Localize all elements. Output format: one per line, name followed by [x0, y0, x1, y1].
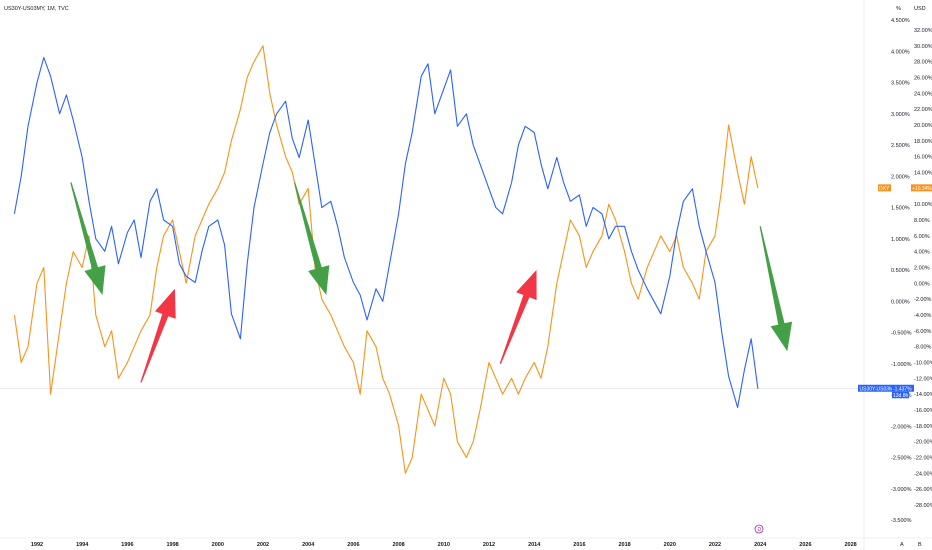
time-axis[interactable]: 1992 1994 1996 1998 2000 2002 2004 2006 2008 2010…: [31, 542, 857, 548]
time-axis-tick-label: 2018: [618, 542, 630, 548]
right-axis-tick-label: 22.00%: [914, 107, 932, 113]
annotation-arrows: [70, 182, 793, 383]
green-arrow: [759, 226, 793, 352]
left-axis-tick-label: 2.500%: [891, 143, 910, 149]
dxy-line: [13, 45, 759, 474]
right-axis-tick-label: -2.00%: [914, 297, 932, 303]
time-axis-tick-label: 2028: [844, 542, 856, 548]
percent-label: %: [896, 6, 901, 12]
left-axis-tick-label: 0.000%: [891, 299, 910, 305]
right-axis-tick-label: 2.00%: [914, 266, 930, 272]
left-axis-tick-label: 1.000%: [891, 237, 910, 243]
left-axis-tick-label: 3.500%: [891, 81, 910, 87]
time-axis-tick-label: 2010: [438, 542, 450, 548]
right-percent-axis[interactable]: 32.00% 30.00% 28.00% 26.00% 24.00% 22.00% 20.0…: [914, 28, 932, 509]
right-axis-tick-label: 24.00%: [914, 91, 932, 97]
right-axis-tick-label: 8.00%: [914, 218, 930, 224]
left-axis-tick-label: 4.500%: [891, 18, 910, 24]
last-value-badges: US30Y-US03MY-1.437%13d 8h DXY +10.34%: [858, 184, 932, 399]
right-axis-tick-label: 32.00%: [914, 28, 932, 34]
symbol-label[interactable]: US30Y-US03MY, 1M, TVC: [4, 6, 69, 12]
right-axis-tick-label: 0.00%: [914, 281, 930, 287]
dxy-value-badge: [911, 184, 932, 192]
right-axis-tick-label: 30.00%: [914, 44, 932, 50]
green-arrow: [294, 182, 330, 295]
right-axis-tick-label: 16.00%: [914, 155, 932, 161]
time-axis-tick-label: 2008: [392, 542, 404, 548]
left-axis-tick-label: 4.000%: [891, 49, 910, 55]
time-axis-tick-label: 1998: [166, 542, 178, 548]
red-arrow: [140, 288, 176, 383]
left-axis-tick-label: -0.500%: [891, 331, 912, 337]
right-axis-tick-label: -16.00%: [914, 408, 932, 414]
dxy-name-badge-text: DXY: [879, 186, 890, 192]
right-axis-tick-label: -14.00%: [914, 392, 932, 398]
time-zone-icon[interactable]: A: [900, 542, 904, 548]
right-axis-tick-label: -22.00%: [914, 456, 932, 462]
left-axis-tick-label: 1.500%: [891, 206, 910, 212]
countdown-badge-text: 13d 8h: [893, 393, 909, 399]
countdown-badge: [892, 391, 909, 399]
spread-value-badge-text: -1.437%: [893, 386, 912, 392]
left-axis-tick-label: 0.500%: [891, 268, 910, 274]
right-axis-tick-label: 14.00%: [914, 171, 932, 177]
events-icon[interactable]: [754, 524, 764, 534]
right-axis-tick-label: 10.00%: [914, 202, 932, 208]
right-axis-tick-label: -8.00%: [914, 345, 932, 351]
right-axis-tick-label: 20.00%: [914, 123, 932, 129]
red-arrow: [499, 270, 537, 364]
right-axis-tick-label: -26.00%: [914, 487, 932, 493]
time-axis-tick-label: 2026: [799, 542, 811, 548]
currency-label[interactable]: USD: [914, 6, 926, 12]
time-axis-tick-label: 2004: [302, 542, 315, 548]
right-axis-tick-label: -20.00%: [914, 440, 932, 446]
dxy-value-badge-text: +10.34%: [912, 186, 932, 192]
time-axis-tick-label: 2006: [347, 542, 359, 548]
log-toggle[interactable]: B: [918, 542, 922, 548]
left-axis-tick-label: -3.000%: [891, 487, 912, 493]
right-axis-tick-label: -10.00%: [914, 361, 932, 367]
dxy-series: [13, 45, 759, 474]
left-axis-tick-label: -2.000%: [891, 424, 912, 430]
spread-line: [13, 56, 759, 409]
right-axis-tick-label: -6.00%: [914, 329, 932, 335]
right-axis-tick-label: -4.00%: [914, 313, 932, 319]
time-axis-tick-label: 2014: [528, 542, 541, 548]
left-axis-tick-label: 2.000%: [891, 174, 910, 180]
green-arrow: [70, 182, 106, 295]
time-axis-tick-label: 2012: [483, 542, 495, 548]
time-axis-tick-label: 1996: [121, 542, 133, 548]
time-axis-tick-label: 2000: [212, 542, 224, 548]
right-axis-tick-label: -18.00%: [914, 424, 932, 430]
right-axis-tick-label: 26.00%: [914, 76, 932, 82]
spread-name-badge: [858, 384, 892, 392]
time-axis-tick-label: 2024: [754, 542, 767, 548]
dxy-name-badge: [878, 184, 891, 192]
left-axis-tick-label: 3.000%: [891, 112, 910, 118]
right-axis-tick-label: -12.00%: [914, 376, 932, 382]
time-axis-tick-label: 1994: [76, 542, 89, 548]
right-axis-tick-label: 4.00%: [914, 250, 930, 256]
time-axis-tick-label: 2002: [257, 542, 269, 548]
right-axis-tick-label: 28.00%: [914, 60, 932, 66]
left-axis-tick-label: -1.000%: [891, 362, 912, 368]
spread-value-badge: [892, 384, 914, 392]
right-axis-tick-label: 6.00%: [914, 234, 930, 240]
time-axis-tick-label: 2020: [664, 542, 676, 548]
spread-name-badge-text: US30Y-US03MY: [860, 386, 898, 392]
time-axis-tick-label: 2016: [573, 542, 585, 548]
left-axis-tick-label: -3.500%: [891, 518, 912, 524]
events-icon-glyph: D: [758, 527, 762, 533]
spread-series: [13, 56, 759, 409]
right-axis-tick-label: -28.00%: [914, 503, 932, 509]
time-axis-tick-label: 1992: [31, 542, 43, 548]
right-axis-tick-label: 18.00%: [914, 139, 932, 145]
time-axis-tick-label: 2022: [709, 542, 721, 548]
right-axis-tick-label: -24.00%: [914, 471, 932, 477]
left-axis-tick-label: -2.500%: [891, 456, 912, 462]
